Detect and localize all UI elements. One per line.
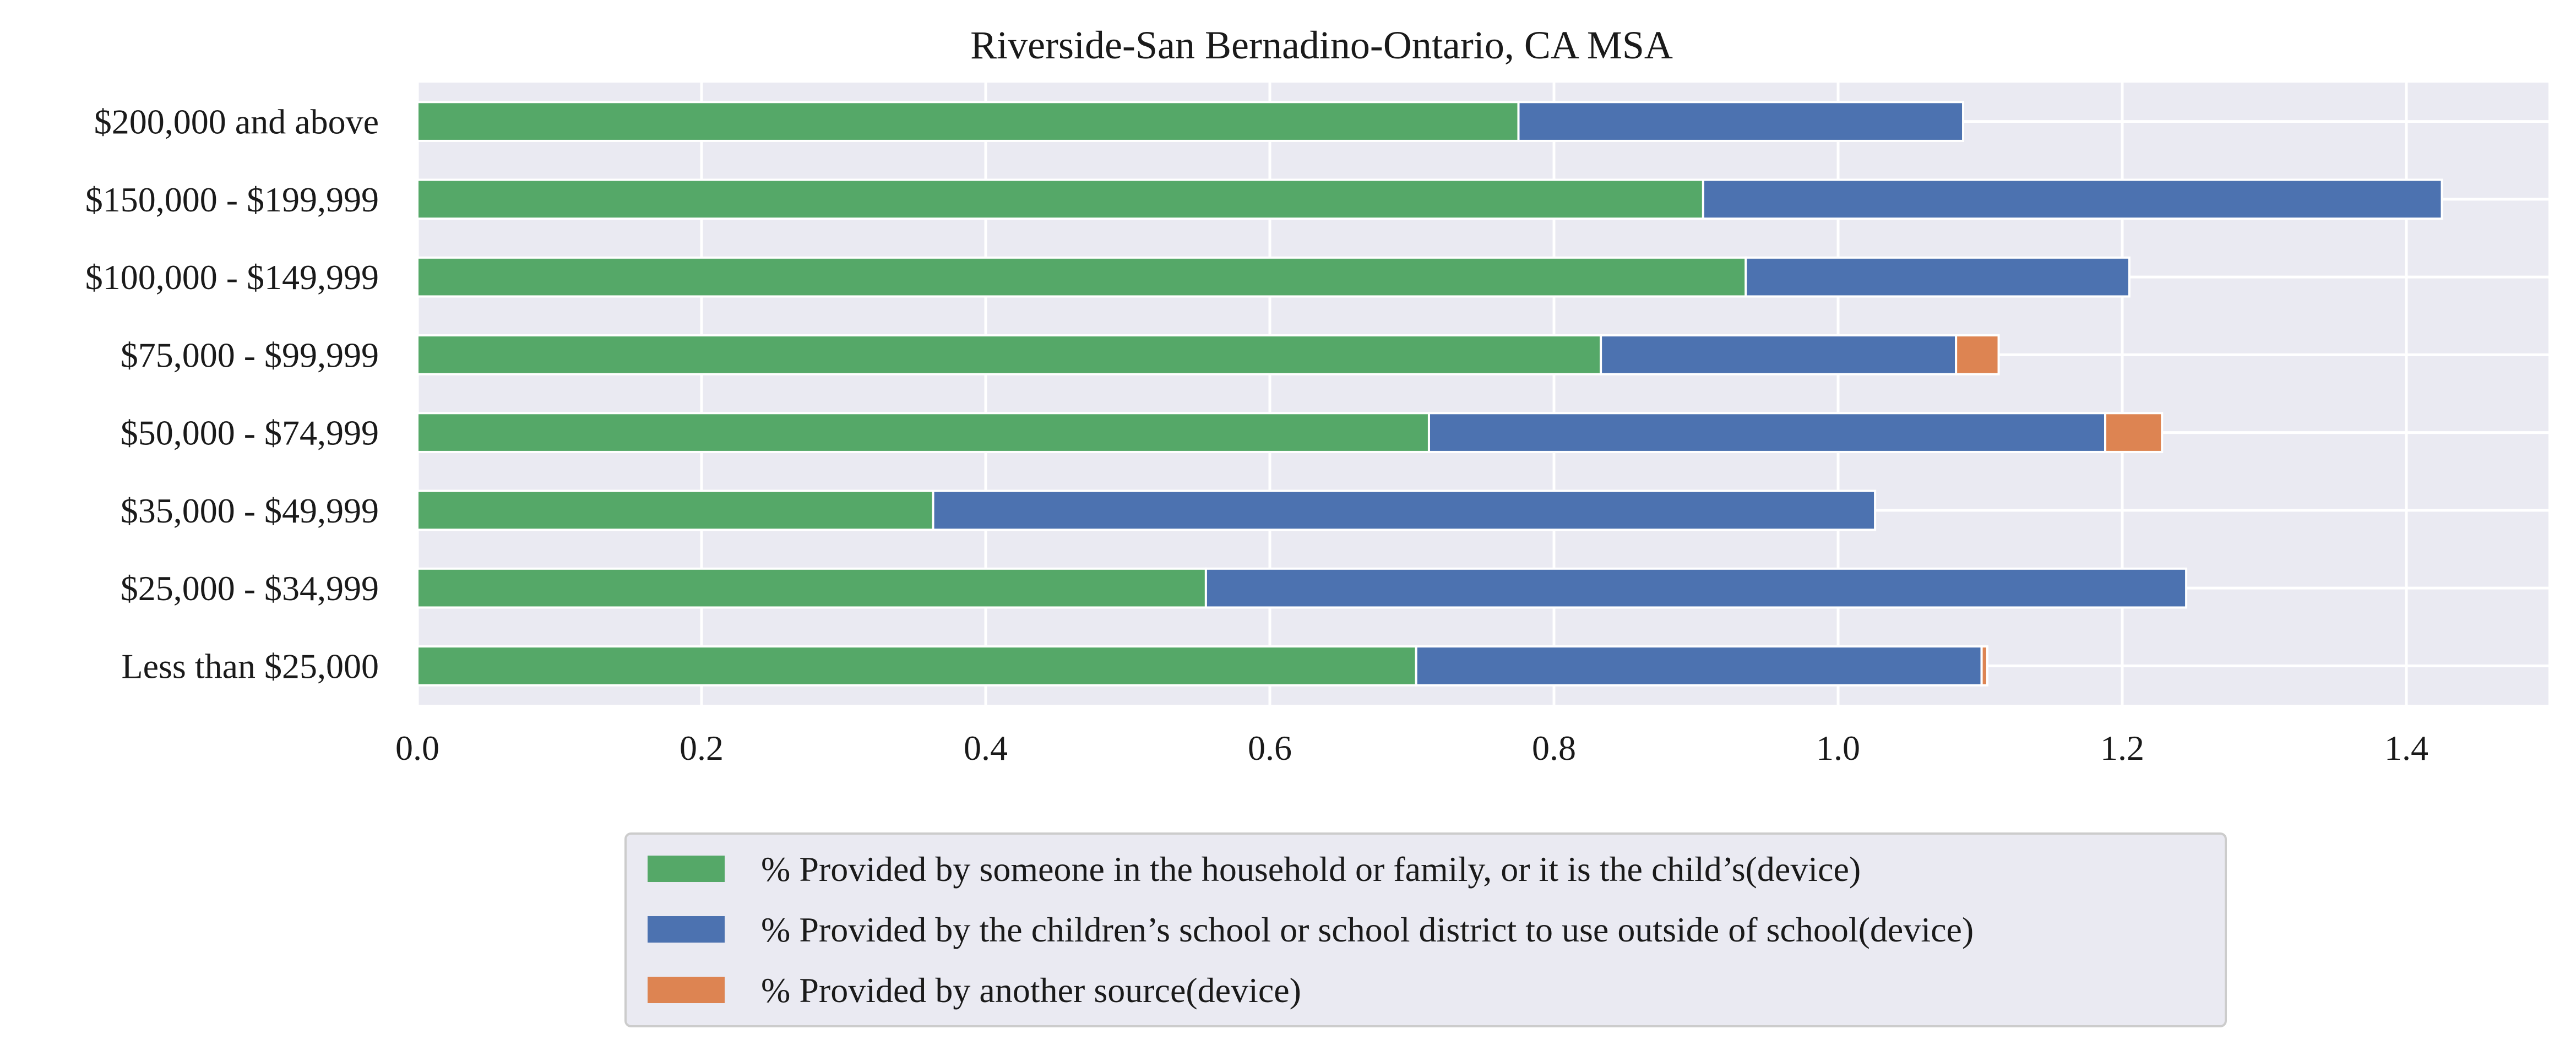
bar-segment-series-1	[416, 178, 1704, 220]
bar-segment-series-2	[1702, 178, 2443, 220]
bar-segment-series-3	[2104, 412, 2164, 453]
x-tick-label: 1.2	[2100, 728, 2144, 767]
legend-items: % Provided by someone in the household o…	[648, 850, 1974, 1010]
x-tick-label: 0.4	[964, 728, 1008, 767]
bar-segment-series-2	[1744, 256, 2131, 298]
bar-segment-series-2	[1415, 645, 1983, 687]
legend-swatch	[648, 916, 725, 943]
legend-label: % Provided by another source(device)	[761, 971, 1301, 1010]
bar-segment-series-1	[416, 489, 934, 531]
legend-swatch	[648, 856, 725, 882]
bar-segment-series-1	[416, 412, 1430, 453]
plot-area	[417, 83, 2548, 705]
legend-swatch	[648, 977, 725, 1003]
bar-segment-series-2	[1204, 567, 2188, 609]
bar-segment-series-2	[1600, 334, 1958, 375]
y-tick-label: $25,000 - $34,999	[121, 569, 379, 608]
bar-segment-series-3	[1980, 645, 1988, 687]
x-tick-label: 0.2	[680, 728, 724, 767]
x-tick-label: 1.0	[1816, 728, 1860, 767]
x-tick-label: 0.6	[1248, 728, 1292, 767]
bar-segment-series-2	[1517, 101, 1965, 142]
y-tick-label: $150,000 - $199,999	[85, 180, 379, 219]
y-axis-tick-labels: Less than $25,000 $25,000 - $34,999 $35,00…	[85, 102, 379, 686]
legend-label: % Provided by the children’s school or s…	[761, 910, 1974, 949]
y-tick-label: $75,000 - $99,999	[121, 335, 379, 374]
chart-title: Riverside-San Bernadino-Ontario, CA MSA	[970, 23, 1673, 67]
y-tick-label: $35,000 - $49,999	[121, 491, 379, 530]
y-tick-label: Less than $25,000	[122, 646, 379, 685]
y-tick-label: $100,000 - $149,999	[85, 258, 379, 297]
bar-segment-series-1	[416, 645, 1417, 687]
x-tick-label: 1.4	[2384, 728, 2428, 767]
bar-segment-series-1	[416, 567, 1207, 609]
y-tick-label: $200,000 and above	[94, 102, 379, 141]
bar-segment-series-2	[1427, 412, 2107, 453]
bar-segment-series-1	[416, 334, 1602, 375]
x-tick-label: 0.8	[1532, 728, 1576, 767]
y-tick-label: $50,000 - $74,999	[121, 413, 379, 453]
x-tick-label: 0.0	[395, 728, 439, 767]
legend-frame	[624, 832, 2227, 1027]
legend: % Provided by someone in the household o…	[624, 832, 2227, 1027]
legend-label: % Provided by someone in the household o…	[761, 850, 1861, 889]
x-axis-tick-labels: 0.0 0.2 0.4 0.6 0.8 1.0 1.2 1.4	[395, 728, 2428, 767]
bar-segment-series-1	[416, 256, 1747, 298]
bar-segment-series-1	[416, 101, 1520, 142]
bars	[416, 101, 2443, 687]
bar-segment-series-2	[932, 489, 1877, 531]
bar-segment-series-3	[1955, 334, 2000, 375]
